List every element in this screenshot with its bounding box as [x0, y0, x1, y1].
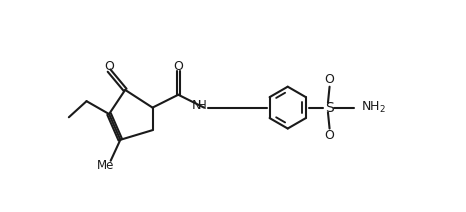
- Text: Me: Me: [97, 159, 115, 172]
- Text: H: H: [198, 99, 207, 112]
- Text: O: O: [173, 60, 183, 73]
- Text: O: O: [104, 60, 114, 73]
- Text: O: O: [325, 129, 335, 142]
- Text: N: N: [192, 99, 201, 112]
- Text: S: S: [325, 101, 334, 115]
- Text: NH$_2$: NH$_2$: [361, 100, 386, 115]
- Text: O: O: [325, 73, 335, 86]
